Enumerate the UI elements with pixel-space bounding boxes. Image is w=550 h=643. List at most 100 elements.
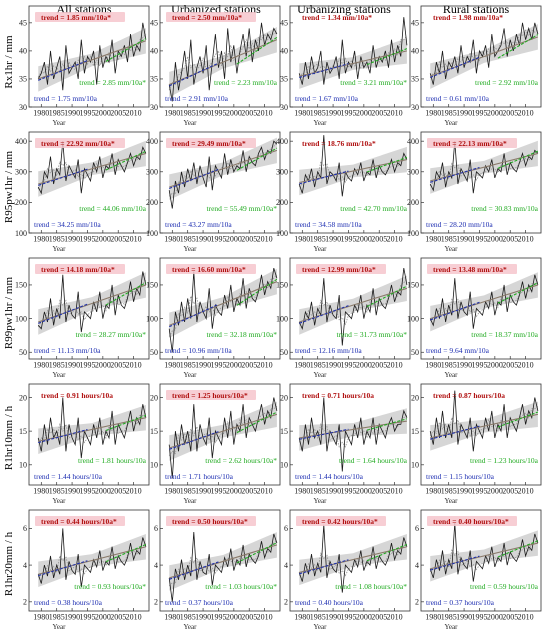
x-tick-label: 1990	[64, 109, 80, 118]
x-tick-label: 2005	[502, 487, 518, 496]
panel-1-3: 100 200 300 400 1980 1985 1990 1995 2000 2005 2010…	[407, 131, 542, 253]
panel-0-0: 30 35 40 45 1980 1985 1990 1995 2000 2005 2010 Year…	[19, 5, 150, 127]
x-tick-label: 1995	[340, 109, 356, 118]
series-line	[37, 22, 147, 91]
x-tick-label: 2010	[387, 235, 403, 244]
x-tick-label: 1990	[195, 235, 211, 244]
panel-2-2: 50 100 150 1980 1985 1990 1995 2000 2005 2010 Year…	[276, 257, 411, 379]
series-line	[168, 531, 278, 602]
smoothed-series	[298, 35, 408, 78]
trend-label-highlight	[166, 12, 256, 22]
panel-3-2: 10 15 20 1980 1985 1990 1995 2000 2005 2010 Year tr…	[280, 383, 411, 505]
x-tick-label: 2000	[356, 613, 372, 622]
y-tick-label: 20	[19, 393, 27, 402]
x-tick-label: 2010	[126, 613, 142, 622]
y-tick-label: 45	[411, 19, 419, 28]
early-trend-label: trend = 10.96 mm/10a	[165, 346, 232, 355]
row-label-rx1hr: Rx1hr / mm	[3, 35, 15, 89]
early-trend-line	[430, 166, 480, 183]
x-tick-label: 2000	[487, 235, 503, 244]
y-tick-label: 15	[150, 427, 158, 436]
late-trend-label: trend = 2.62 hours/10a*	[205, 456, 277, 465]
x-tick-label: 1995	[340, 487, 356, 496]
x-tick-label: 2005	[371, 613, 387, 622]
x-axis-label: Year	[53, 497, 67, 505]
smoothed-series	[37, 33, 147, 78]
x-tick-label: 2005	[371, 487, 387, 496]
overall-trend-label: trend = 0.40 hours/10a*	[433, 517, 509, 526]
panel-0-3: 30 35 40 45 1980 1985 1990 1995 2000 2005 2010 Year…	[411, 5, 542, 127]
y-tick-label: 50	[280, 348, 288, 357]
x-tick-label: 1985	[441, 109, 457, 118]
x-tick-label: 1990	[456, 361, 472, 370]
x-tick-label: 1980	[294, 235, 310, 244]
late-trend-label: trend = 2.85 mm/10a*	[79, 78, 146, 87]
y-tick-label: 4	[23, 561, 27, 570]
late-trend-label: trend = 32.18 mm/10a*	[207, 330, 278, 339]
series-line	[168, 140, 278, 209]
x-axis-label: Year	[314, 623, 328, 631]
y-tick-label: 2	[154, 598, 158, 607]
x-tick-label: 1995	[210, 487, 226, 496]
panel-3-1: 10 15 20 1980 1985 1990 1995 2000 2005 2010 Year tr…	[150, 383, 281, 505]
y-tick-label: 35	[280, 75, 288, 84]
x-tick-label: 2005	[241, 361, 257, 370]
x-tick-label: 2005	[110, 235, 126, 244]
x-tick-label: 1985	[310, 613, 326, 622]
panel-2-0: 50 100 150 1980 1985 1990 1995 2000 2005 2010 Year…	[15, 257, 150, 379]
trend-line	[299, 287, 408, 323]
trend-label-highlight	[296, 516, 386, 526]
late-trend-line	[236, 542, 278, 564]
x-tick-label: 1980	[33, 613, 49, 622]
x-tick-label: 1980	[294, 487, 310, 496]
x-axis-label: Year	[445, 371, 459, 379]
x-tick-label: 2005	[241, 235, 257, 244]
x-tick-label: 2000	[356, 109, 372, 118]
y-tick-label: 300	[15, 168, 27, 177]
y-tick-label: 40	[411, 47, 419, 56]
y-tick-label: 10	[19, 461, 27, 470]
x-axis-label: Year	[184, 119, 198, 127]
x-tick-label: 1990	[195, 109, 211, 118]
y-tick-label: 15	[19, 427, 27, 436]
smoothed-series	[298, 543, 408, 577]
late-trend-label: trend = 42.70 mm/10a	[340, 204, 407, 213]
early-trend-label: trend = 1.75 mm/10a	[34, 94, 98, 103]
x-tick-label: 1990	[325, 235, 341, 244]
x-tick-label: 2000	[95, 487, 111, 496]
x-tick-label: 1985	[49, 361, 65, 370]
x-tick-label: 2000	[356, 235, 372, 244]
early-trend-label: trend = 1.15 hours/10a	[426, 472, 495, 481]
y-tick-label: 50	[150, 348, 158, 357]
x-tick-label: 1985	[180, 109, 196, 118]
late-trend-line	[497, 150, 539, 169]
x-tick-label: 1985	[49, 109, 65, 118]
early-trend-label: trend = 1.71 hours/10a	[165, 472, 234, 481]
late-trend-line	[105, 543, 147, 563]
y-tick-label: 40	[280, 47, 288, 56]
y-tick-label: 4	[154, 561, 158, 570]
late-trend-line	[366, 418, 408, 431]
x-tick-label: 1980	[33, 109, 49, 118]
x-tick-label: 2000	[226, 487, 242, 496]
trend-line	[169, 544, 278, 579]
y-tick-label: 300	[146, 168, 158, 177]
trend-label-highlight	[35, 12, 125, 22]
x-tick-label: 1995	[210, 235, 226, 244]
x-tick-label: 2005	[241, 487, 257, 496]
overall-trend-label: trend = 29.49 mm/10a*	[172, 139, 246, 148]
early-trend-label: trend = 0.61 mm/10a	[426, 94, 490, 103]
y-tick-label: 100	[276, 314, 288, 323]
early-trend-label: trend = 43.27 mm/10a	[165, 220, 232, 229]
early-trend-line	[168, 62, 219, 87]
panel-frame	[420, 131, 542, 234]
y-tick-label: 40	[150, 47, 158, 56]
early-trend-label: trend = 0.40 hours/10a	[295, 598, 364, 607]
x-tick-label: 1995	[471, 109, 487, 118]
x-tick-label: 1990	[456, 235, 472, 244]
overall-trend-label: trend = 18.76 mm/10a*	[302, 139, 376, 148]
y-tick-label: 10	[150, 461, 158, 470]
x-tick-label: 2005	[241, 613, 257, 622]
x-tick-label: 2010	[257, 235, 273, 244]
x-tick-label: 1985	[49, 487, 65, 496]
